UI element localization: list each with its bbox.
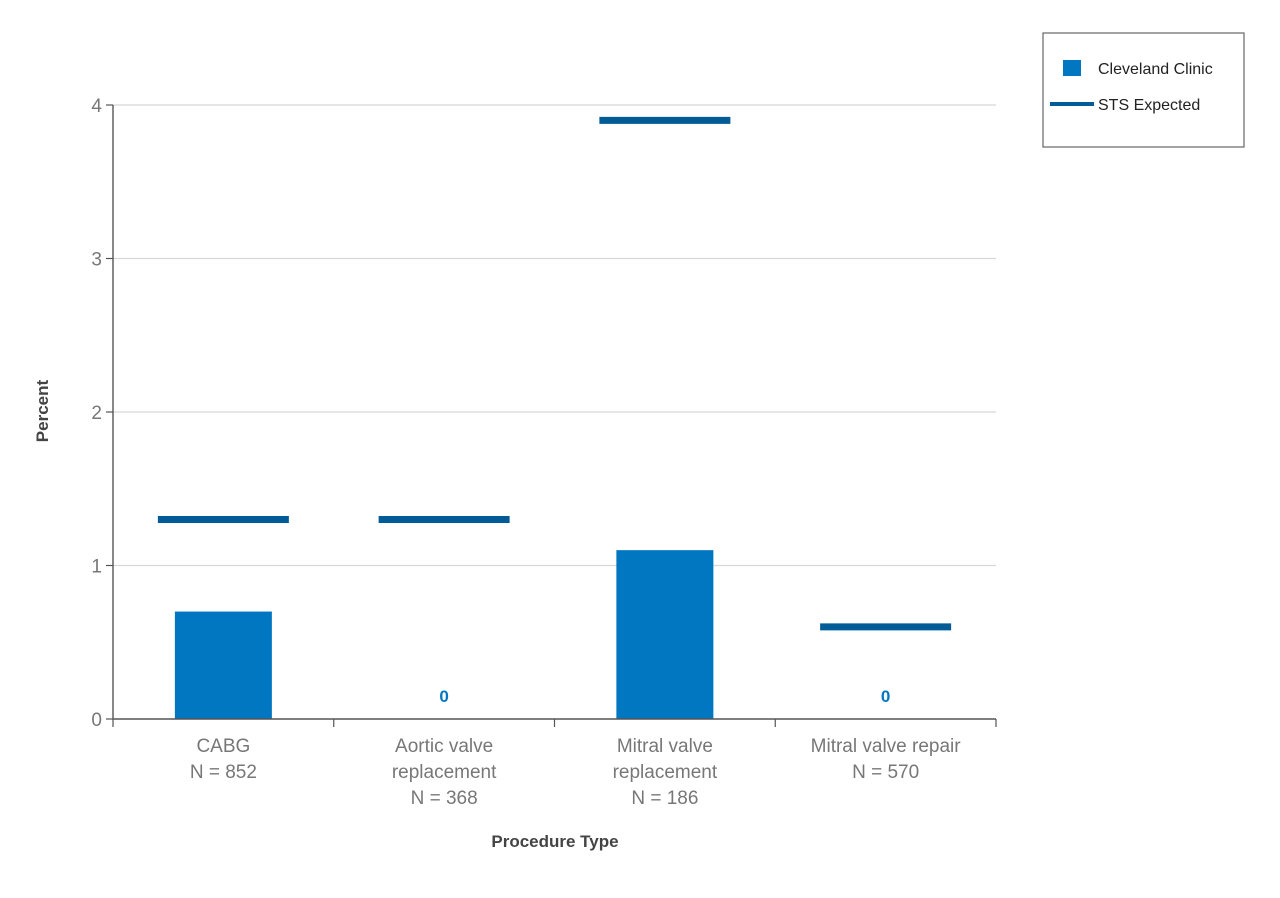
x-axis: CABG N = 852 Aortic valve replacement N = 36… bbox=[112, 105, 997, 809]
legend-bar-swatch bbox=[1063, 60, 1081, 76]
x-tick-label-line: Aortic valve bbox=[395, 736, 493, 757]
x-axis-title: Procedure Type bbox=[491, 832, 618, 851]
legend-box bbox=[1042, 32, 1245, 148]
x-tick-label-line: N = 570 bbox=[852, 762, 919, 783]
bar bbox=[174, 611, 272, 719]
x-tick-label-line: N = 186 bbox=[631, 788, 698, 809]
y-tick-label: 1 bbox=[91, 557, 102, 578]
x-tick-label: Mitral valve repair N = 570 bbox=[811, 736, 962, 783]
y-tick-label: 3 bbox=[91, 250, 102, 271]
legend-label-line: STS Expected bbox=[1098, 97, 1200, 114]
legend-label-bar: Cleveland Clinic bbox=[1098, 61, 1213, 78]
legend: Cleveland Clinic STS Expected bbox=[1042, 32, 1245, 148]
x-tick-label-line: N = 852 bbox=[190, 762, 257, 783]
y-tick-label: 4 bbox=[91, 96, 102, 117]
bar-zero-label: 0 bbox=[881, 687, 890, 706]
x-tick-label-line: Mitral valve repair bbox=[811, 736, 962, 757]
bar-zero-label: 0 bbox=[439, 687, 448, 706]
x-tick-label: CABG N = 852 bbox=[190, 736, 257, 783]
x-tick-label-line: CABG bbox=[196, 736, 250, 757]
x-tick-label-line: N = 368 bbox=[411, 788, 478, 809]
y-axis-ticks: 0 1 2 3 4 bbox=[91, 96, 113, 731]
bar bbox=[616, 550, 714, 719]
x-tick-label-line: replacement bbox=[392, 762, 497, 783]
y-tick-label: 0 bbox=[91, 710, 102, 731]
y-axis-title: Percent bbox=[33, 379, 52, 442]
expected-markers bbox=[157, 116, 952, 631]
y-tick-label: 2 bbox=[91, 403, 102, 424]
grid-lines bbox=[113, 104, 996, 567]
x-tick-label: Aortic valve replacement N = 368 bbox=[392, 736, 497, 809]
x-tick-label-line: Mitral valve bbox=[617, 736, 713, 757]
x-tick-label: Mitral valve replacement N = 186 bbox=[613, 736, 718, 809]
x-tick-label-line: replacement bbox=[613, 762, 718, 783]
